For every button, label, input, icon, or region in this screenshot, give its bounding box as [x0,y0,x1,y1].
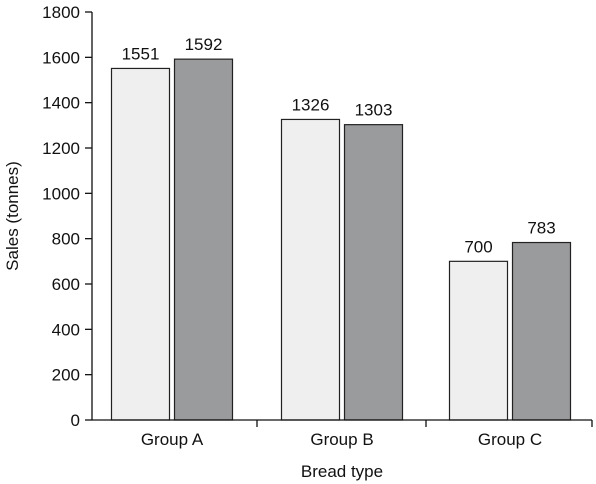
y-tick-label: 400 [52,320,80,339]
bar-value-label: 1303 [355,101,393,120]
y-tick-label: 1200 [42,139,80,158]
bar [343,124,404,421]
y-tick-label: 1800 [42,3,80,22]
y-tick-label: 200 [52,366,80,385]
ticks-layer: 0 200 400 600 800 1000 1200 1400 1600 1800 Group A… [42,3,593,449]
x-category-label: Group B [310,430,373,449]
y-tick-label: 0 [71,411,80,430]
y-tick-label: 800 [52,230,80,249]
bar [511,241,572,421]
bar [448,260,509,421]
bar-value-label: 1326 [292,95,330,114]
bar-value-label: 783 [527,219,555,238]
bar [110,67,171,421]
bar [280,118,341,421]
y-tick-label: 1400 [42,94,80,113]
bar-value-label: 1592 [185,35,223,54]
data-labels-layer: 1551 1592 1326 1303 700 783 [122,35,556,256]
bars-layer [110,58,572,421]
y-tick-label: 1600 [42,48,80,67]
bar-value-label: 700 [464,237,492,256]
y-tick-label: 600 [52,275,80,294]
y-tick-label: 1000 [42,184,80,203]
bar-value-label: 1551 [122,44,160,63]
x-category-label: Group A [141,430,204,449]
y-axis-title: Sales (tonnes) [3,161,22,271]
x-category-label: Group C [478,430,542,449]
x-axis-title: Bread type [301,462,383,481]
bar [173,58,234,421]
axes-layer [91,12,592,421]
